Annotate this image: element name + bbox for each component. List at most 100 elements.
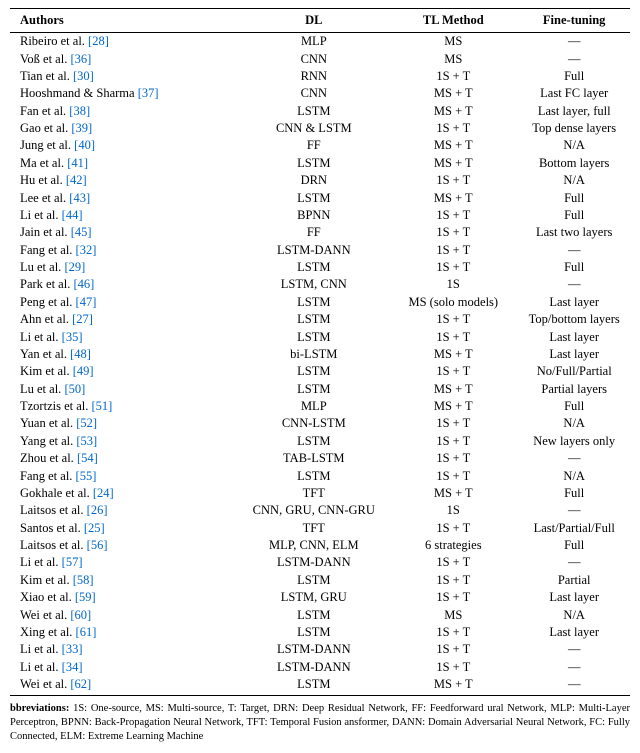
author-name: Wei et al.	[20, 608, 67, 622]
cell-authors: Yan et al. [48]	[10, 346, 239, 363]
cell-ft: Last layer	[518, 328, 630, 345]
table-row: Tian et al. [30]RNN1S + TFull	[10, 68, 630, 85]
table-row: Xing et al. [61]LSTM1S + TLast layer	[10, 624, 630, 641]
cell-authors: Laitsos et al. [26]	[10, 502, 239, 519]
cell-authors: Gao et al. [39]	[10, 120, 239, 137]
author-ref: [33]	[62, 642, 83, 656]
author-name: Kim et al.	[20, 364, 70, 378]
cell-ft: Last/Partial/Full	[518, 520, 630, 537]
cell-ft: Last layer	[518, 589, 630, 606]
cell-tl: 1S + T	[388, 224, 518, 241]
author-name: Li et al.	[20, 330, 59, 344]
table-row: Li et al. [35]LSTM1S + TLast layer	[10, 328, 630, 345]
cell-dl: RNN	[239, 68, 388, 85]
table-row: Li et al. [44]BPNN1S + TFull	[10, 207, 630, 224]
author-ref: [43]	[69, 191, 90, 205]
author-name: Hu et al.	[20, 173, 63, 187]
cell-tl: MS + T	[388, 346, 518, 363]
table-row: Li et al. [57]LSTM-DANN1S + T—	[10, 554, 630, 571]
cell-tl: 1S + T	[388, 641, 518, 658]
author-name: Li et al.	[20, 660, 59, 674]
cell-dl: FF	[239, 224, 388, 241]
cell-authors: Wei et al. [60]	[10, 606, 239, 623]
author-ref: [35]	[62, 330, 83, 344]
cell-dl: CNN-LSTM	[239, 415, 388, 432]
cell-tl: 1S + T	[388, 572, 518, 589]
cell-dl: LSTM	[239, 606, 388, 623]
cell-tl: 1S + T	[388, 120, 518, 137]
header-ft: Fine-tuning	[518, 9, 630, 33]
cell-tl: 1S + T	[388, 311, 518, 328]
cell-dl: TFT	[239, 520, 388, 537]
author-ref: [34]	[62, 660, 83, 674]
cell-ft: Partial	[518, 572, 630, 589]
cell-dl: LSTM	[239, 155, 388, 172]
author-ref: [24]	[93, 486, 114, 500]
cell-tl: 1S + T	[388, 467, 518, 484]
cell-authors: Fan et al. [38]	[10, 103, 239, 120]
cell-authors: Fang et al. [55]	[10, 467, 239, 484]
cell-ft: Full	[518, 207, 630, 224]
cell-authors: Kim et al. [49]	[10, 363, 239, 380]
cell-tl: 1S + T	[388, 207, 518, 224]
cell-ft: Last FC layer	[518, 85, 630, 102]
author-ref: [25]	[84, 521, 105, 535]
author-ref: [48]	[70, 347, 91, 361]
table-row: Zhou et al. [54]TAB-LSTM1S + T—	[10, 450, 630, 467]
cell-authors: Tian et al. [30]	[10, 68, 239, 85]
author-name: Wei et al.	[20, 677, 67, 691]
cell-authors: Ma et al. [41]	[10, 155, 239, 172]
cell-ft: Full	[518, 485, 630, 502]
table-row: Hu et al. [42]DRN1S + TN/A	[10, 172, 630, 189]
table-row: Jain et al. [45]FF1S + TLast two layers	[10, 224, 630, 241]
header-row: Authors DL TL Method Fine-tuning	[10, 9, 630, 33]
cell-tl: 1S + T	[388, 589, 518, 606]
author-ref: [40]	[74, 138, 95, 152]
author-name: Santos et al.	[20, 521, 81, 535]
cell-authors: Li et al. [33]	[10, 641, 239, 658]
author-ref: [52]	[76, 416, 97, 430]
table-row: Tzortzis et al. [51]MLPMS + TFull	[10, 398, 630, 415]
cell-authors: Wei et al. [62]	[10, 676, 239, 696]
cell-authors: Ahn et al. [27]	[10, 311, 239, 328]
cell-dl: MLP	[239, 33, 388, 51]
cell-ft: Full	[518, 68, 630, 85]
author-ref: [54]	[77, 451, 98, 465]
author-ref: [45]	[71, 225, 92, 239]
cell-authors: Li et al. [57]	[10, 554, 239, 571]
cell-dl: LSTM	[239, 294, 388, 311]
cell-authors: Lu et al. [50]	[10, 381, 239, 398]
table-row: Xiao et al. [59]LSTM, GRU1S + TLast laye…	[10, 589, 630, 606]
header-tl: TL Method	[388, 9, 518, 33]
author-name: Jain et al.	[20, 225, 68, 239]
author-ref: [56]	[87, 538, 108, 552]
cell-ft: Bottom layers	[518, 155, 630, 172]
cell-tl: 1S + T	[388, 363, 518, 380]
table-row: Fang et al. [55]LSTM1S + TN/A	[10, 467, 630, 484]
cell-ft: Last layer	[518, 294, 630, 311]
cell-authors: Gokhale et al. [24]	[10, 485, 239, 502]
cell-ft: N/A	[518, 137, 630, 154]
author-name: Gao et al.	[20, 121, 68, 135]
cell-authors: Park et al. [46]	[10, 276, 239, 293]
table-row: Li et al. [34]LSTM-DANN1S + T—	[10, 659, 630, 676]
methods-table: Authors DL TL Method Fine-tuning Ribeiro…	[10, 8, 630, 696]
author-ref: [60]	[70, 608, 91, 622]
cell-ft: Full	[518, 398, 630, 415]
author-ref: [62]	[70, 677, 91, 691]
cell-dl: MLP	[239, 398, 388, 415]
cell-authors: Yuan et al. [52]	[10, 415, 239, 432]
cell-dl: LSTM-DANN	[239, 554, 388, 571]
author-name: Kim et al.	[20, 573, 70, 587]
cell-tl: 1S + T	[388, 659, 518, 676]
author-name: Xing et al.	[20, 625, 72, 639]
table-row: Lu et al. [29]LSTM1S + TFull	[10, 259, 630, 276]
cell-tl: MS + T	[388, 398, 518, 415]
cell-tl: MS + T	[388, 485, 518, 502]
table-row: Yan et al. [48]bi-LSTMMS + TLast layer	[10, 346, 630, 363]
author-name: Zhou et al.	[20, 451, 74, 465]
author-ref: [47]	[76, 295, 97, 309]
author-ref: [46]	[73, 277, 94, 291]
cell-ft: No/Full/Partial	[518, 363, 630, 380]
table-row: Gokhale et al. [24]TFTMS + TFull	[10, 485, 630, 502]
